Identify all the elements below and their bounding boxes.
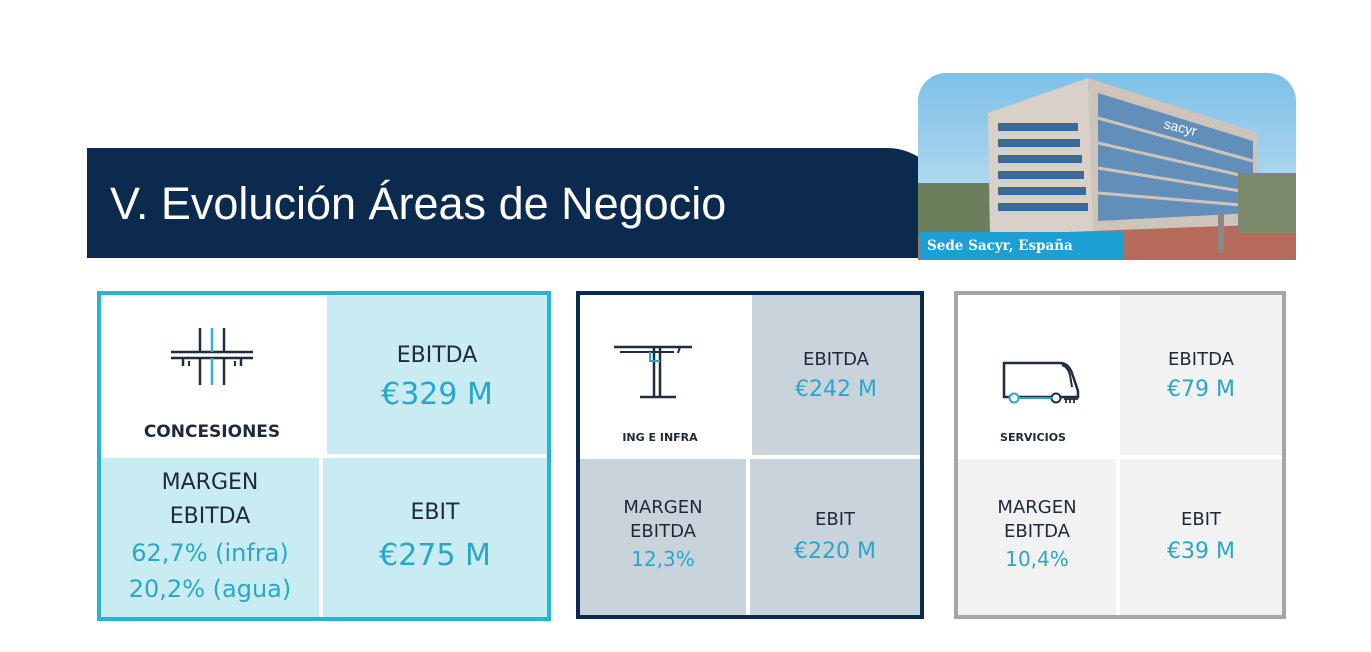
ebit-value: €220 M <box>794 539 876 564</box>
bridge-icon <box>171 328 253 385</box>
ebitda-cell: EBITDA €79 M <box>1120 295 1282 455</box>
margin-label-2: EBITDA <box>169 504 251 529</box>
margin-label-2: EBITDA <box>1004 521 1070 542</box>
area-label: SERVICIOS <box>1000 431 1066 444</box>
ebit-label: EBIT <box>410 500 460 525</box>
photo-caption: Sede Sacyr, España <box>919 232 1124 260</box>
ebit-value: €39 M <box>1167 539 1235 564</box>
margin-label: MARGEN <box>161 470 259 495</box>
ebit-cell: EBIT €275 M <box>323 458 547 617</box>
crane-icon <box>614 345 692 399</box>
ing-infra-area-cell: ING E INFRA <box>580 295 748 455</box>
ebitda-value: €79 M <box>1167 377 1235 402</box>
concesiones-area-cell: CONCESIONES <box>101 295 323 454</box>
ebit-label: EBIT <box>814 509 856 530</box>
ebit-cell: EBIT €220 M <box>750 459 920 615</box>
servicios-area-cell: SERVICIOS <box>958 295 1116 455</box>
ebitda-cell: EBITDA €329 M <box>327 295 547 454</box>
building-sign: sacyr <box>1162 115 1199 139</box>
margin-cell: MARGEN EBITDA 62,7% (infra) 20,2% (agua) <box>101 458 319 617</box>
concesiones-panel: CONCESIONES EBITDA €329 M MARGEN EBITDA … <box>97 291 551 621</box>
area-label: ING E INFRA <box>622 431 698 444</box>
ebitda-cell: EBITDA €242 M <box>752 295 920 455</box>
margin-cell: MARGEN EBITDA 10,4% <box>958 459 1116 615</box>
ebitda-label: EBITDA <box>803 349 869 370</box>
margin-value-infra: 62,7% (infra) <box>131 539 289 567</box>
margin-cell: MARGEN EBITDA 12,3% <box>580 459 746 615</box>
ebitda-label: EBITDA <box>396 343 478 368</box>
margin-value: 10,4% <box>1005 547 1069 571</box>
margin-value-agua: 20,2% (agua) <box>128 575 292 603</box>
margin-label: MARGEN <box>997 497 1077 518</box>
ebit-label: EBIT <box>1180 509 1222 530</box>
title-banner <box>87 148 947 258</box>
page-title: V. Evolución Áreas de Negocio <box>110 178 727 229</box>
ebitda-value: €242 M <box>795 377 877 402</box>
ebit-cell: EBIT €39 M <box>1120 459 1282 615</box>
margin-label: MARGEN <box>623 497 703 518</box>
area-label: CONCESIONES <box>143 422 281 442</box>
ebitda-value: €329 M <box>381 377 493 412</box>
truck-icon <box>1002 361 1080 404</box>
ebit-value: €275 M <box>379 538 491 573</box>
ing-infra-panel: ING E INFRA EBITDA €242 M MARGEN EBITDA … <box>576 291 924 619</box>
servicios-panel: SERVICIOS EBITDA €79 M MARGEN EBITDA 10,… <box>954 291 1286 619</box>
margin-value: 12,3% <box>631 547 695 571</box>
ebitda-label: EBITDA <box>1168 349 1234 370</box>
margin-label-2: EBITDA <box>630 521 696 542</box>
